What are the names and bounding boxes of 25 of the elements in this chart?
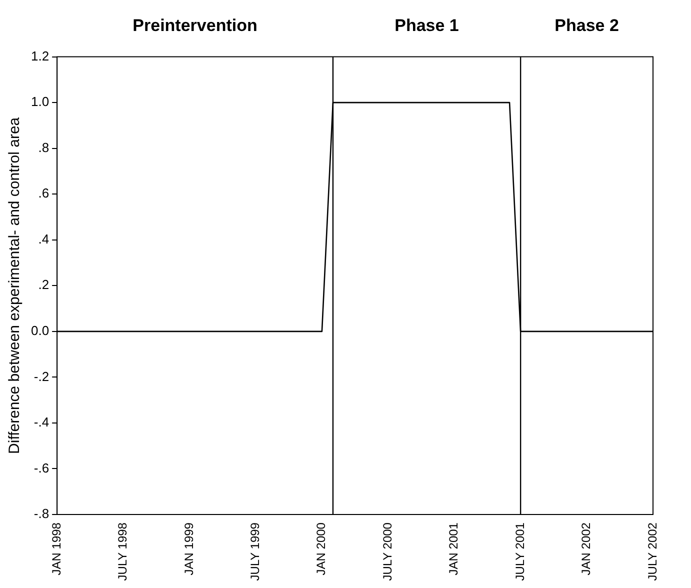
x-tick-label: JULY 1999: [248, 522, 262, 581]
y-tick-label: -.2: [34, 368, 50, 384]
x-tick-label: JAN 2000: [314, 522, 328, 576]
x-tick-label: JAN 2001: [446, 522, 461, 576]
x-tick-label: JULY 2001: [512, 522, 527, 581]
y-tick-label: .6: [38, 186, 50, 201]
y-tick-label: .8: [38, 140, 50, 155]
y-tick-label: 1.2: [30, 48, 50, 64]
text: Phase 1: [394, 16, 459, 36]
y-tick-label: -.4: [34, 414, 50, 430]
y-axis-title: Difference between experimental- and control area: [6, 116, 24, 454]
text: Phase 2: [554, 16, 619, 36]
x-tick-label: JULY 2000: [380, 522, 394, 581]
x-tick-label: JULY 1998: [116, 522, 130, 581]
y-tick-label: .4: [38, 231, 50, 246]
x-tick-label: JAN 1998: [49, 522, 64, 576]
y-tick-label: -.6: [34, 460, 50, 476]
x-tick-label: JULY 2002: [645, 522, 660, 581]
text: Preintervention: [132, 16, 258, 36]
y-tick-label: -.8: [34, 506, 50, 522]
x-tick-label: JAN 1999: [182, 522, 196, 576]
y-tick-label: 1.0: [30, 94, 50, 110]
x-tick-label: JAN 2002: [579, 522, 594, 576]
y-tick-label: .2: [38, 277, 50, 292]
y-tick-label: 0.0: [30, 323, 50, 338]
